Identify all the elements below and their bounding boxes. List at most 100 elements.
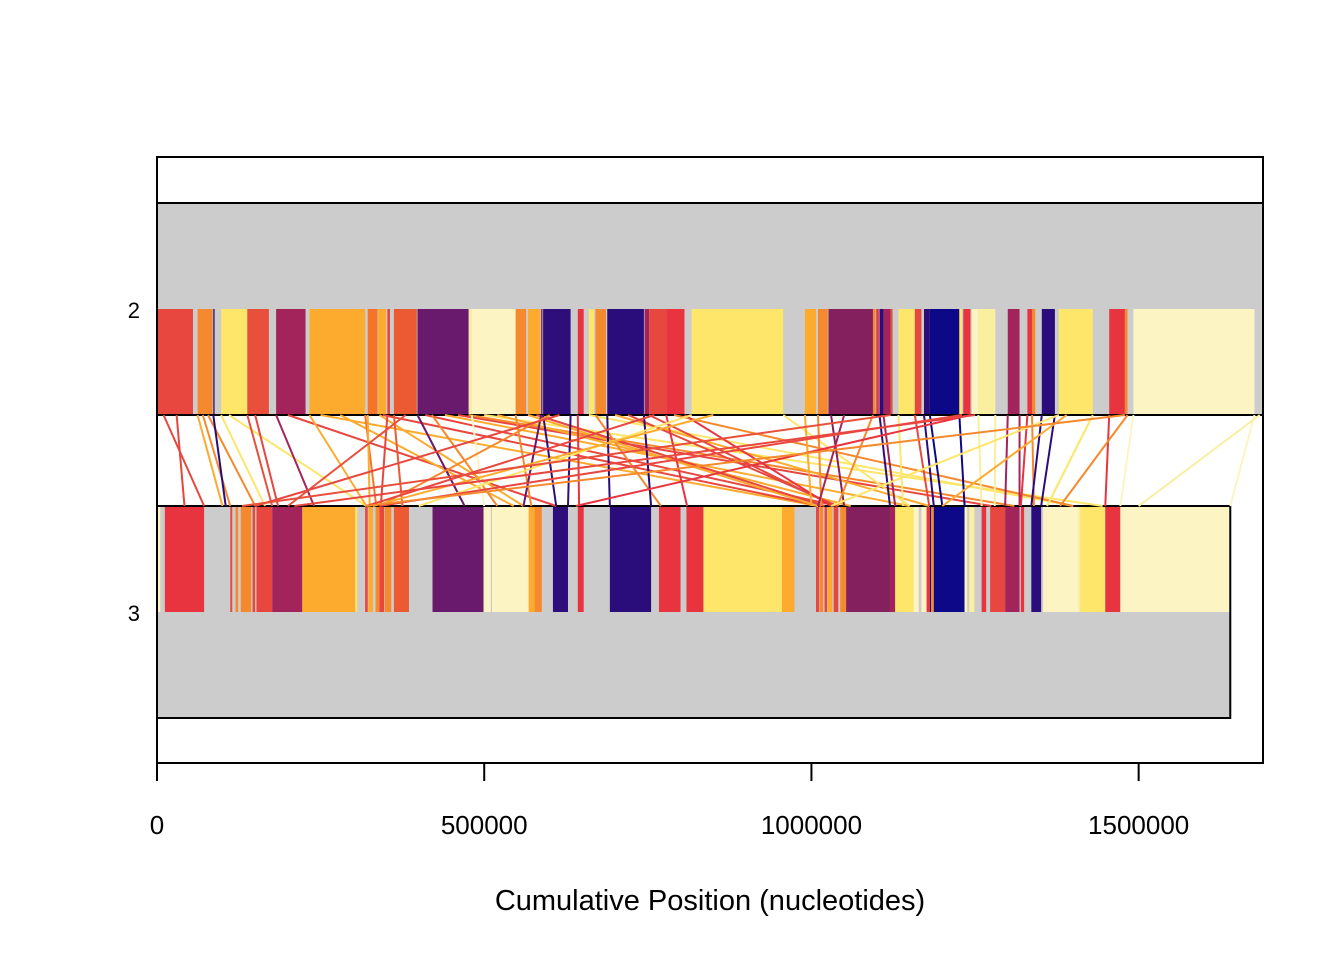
genome-2-block xyxy=(588,309,595,415)
genome-3-block xyxy=(157,506,161,612)
genome-2-block xyxy=(378,309,387,415)
genome-2-block xyxy=(876,309,879,415)
genome-3-block xyxy=(964,506,968,612)
genome-2-block xyxy=(577,309,584,415)
synteny-link xyxy=(1104,414,1111,507)
genome-2-block xyxy=(1031,309,1036,415)
genome-3-block xyxy=(1020,506,1025,612)
synteny-link xyxy=(993,414,997,507)
synteny-link xyxy=(542,414,558,507)
synteny-link xyxy=(1004,414,1009,507)
genome-3-block xyxy=(302,506,356,612)
synteny-link xyxy=(254,414,280,507)
synteny-links xyxy=(162,414,1261,507)
genome-2-block xyxy=(649,309,667,415)
genome-3-block xyxy=(1005,506,1020,612)
genome-3-block xyxy=(534,506,542,612)
genome-2-block xyxy=(691,309,784,415)
synteny-link xyxy=(913,414,931,507)
genome-2-block xyxy=(541,309,543,415)
synteny-link xyxy=(175,414,186,507)
genome-2-block xyxy=(914,309,922,415)
genome-3-block xyxy=(379,506,385,612)
genome-3-block xyxy=(833,506,839,612)
x-tick-label: 500000 xyxy=(441,810,528,840)
synteny-link xyxy=(878,414,891,507)
synteny-link xyxy=(366,414,1126,507)
genome-2-block xyxy=(1027,309,1032,415)
synteny-link xyxy=(514,414,533,507)
genome-3-label: 3 xyxy=(128,601,140,626)
genome-2-block xyxy=(898,309,915,415)
synteny-link xyxy=(575,414,971,507)
genome-2-block xyxy=(971,309,979,415)
genome-3-block xyxy=(913,506,919,612)
genome-2-block xyxy=(666,309,685,415)
genome-2-block xyxy=(883,309,891,415)
genome-2-block xyxy=(963,309,971,415)
genome-2-block xyxy=(959,309,962,415)
synteny-link xyxy=(830,414,846,507)
genome-3-block xyxy=(368,506,373,612)
genome-3-block xyxy=(931,506,934,612)
genome-2-block xyxy=(213,309,215,415)
genome-3-block xyxy=(781,506,795,612)
genome-3-block xyxy=(895,506,899,612)
synteny-link xyxy=(522,414,543,507)
x-tick-label: 1000000 xyxy=(761,810,862,840)
genome-3-block xyxy=(1043,506,1047,612)
genome-2-block xyxy=(1007,309,1020,415)
genome-labels: 23 xyxy=(128,298,140,626)
genome-3-block xyxy=(703,506,782,612)
genome-2-block xyxy=(471,309,516,415)
genome-3-block xyxy=(256,506,273,612)
genome-3-block xyxy=(483,506,491,612)
genome-3-block xyxy=(432,506,484,612)
genome-3-block xyxy=(819,506,824,612)
genome-3-block xyxy=(686,506,704,612)
genome-3-block xyxy=(816,506,820,612)
synteny-link xyxy=(212,414,227,507)
synteny-link xyxy=(372,414,714,507)
genome-3-block xyxy=(230,506,233,612)
synteny-link xyxy=(1040,414,1056,507)
genome-3-block xyxy=(235,506,239,612)
genome-3-frame xyxy=(156,505,1232,719)
genome-3-block xyxy=(1080,506,1106,612)
synteny-link xyxy=(897,414,905,507)
genome-2-block xyxy=(393,309,417,415)
synteny-link xyxy=(162,414,206,507)
synteny-link xyxy=(803,414,813,507)
synteny-link xyxy=(418,414,692,507)
synteny-link xyxy=(830,414,1060,507)
synteny-link xyxy=(201,414,232,507)
genome-2-block xyxy=(817,309,828,415)
genome-2-block xyxy=(872,309,876,415)
genome-2-block xyxy=(924,309,930,415)
genome-3-block xyxy=(240,506,252,612)
synteny-link xyxy=(196,414,224,507)
genome-2-block xyxy=(276,309,306,415)
synteny-link xyxy=(246,414,274,507)
genome-3-block xyxy=(384,506,392,612)
genome-3-block xyxy=(889,506,896,612)
genome-2-block xyxy=(1124,309,1128,415)
synteny-link xyxy=(1059,414,1129,507)
synteny-link xyxy=(1046,414,1094,507)
genome-2-block xyxy=(804,309,817,415)
genome-2-block xyxy=(157,309,193,415)
synteny-link xyxy=(379,414,389,507)
genome-3-block xyxy=(846,506,890,612)
synteny-link xyxy=(220,414,266,507)
genome-2-block xyxy=(543,309,571,415)
synteny-link xyxy=(287,414,557,507)
genome-3-block xyxy=(252,506,256,612)
genome-2-block xyxy=(469,309,472,415)
genome-3-block xyxy=(658,506,681,612)
synteny-link xyxy=(1138,414,1261,507)
synteny-link xyxy=(683,414,832,507)
synteny-link xyxy=(817,414,846,507)
synteny-link xyxy=(1229,414,1256,507)
genome-3-block xyxy=(926,506,930,612)
